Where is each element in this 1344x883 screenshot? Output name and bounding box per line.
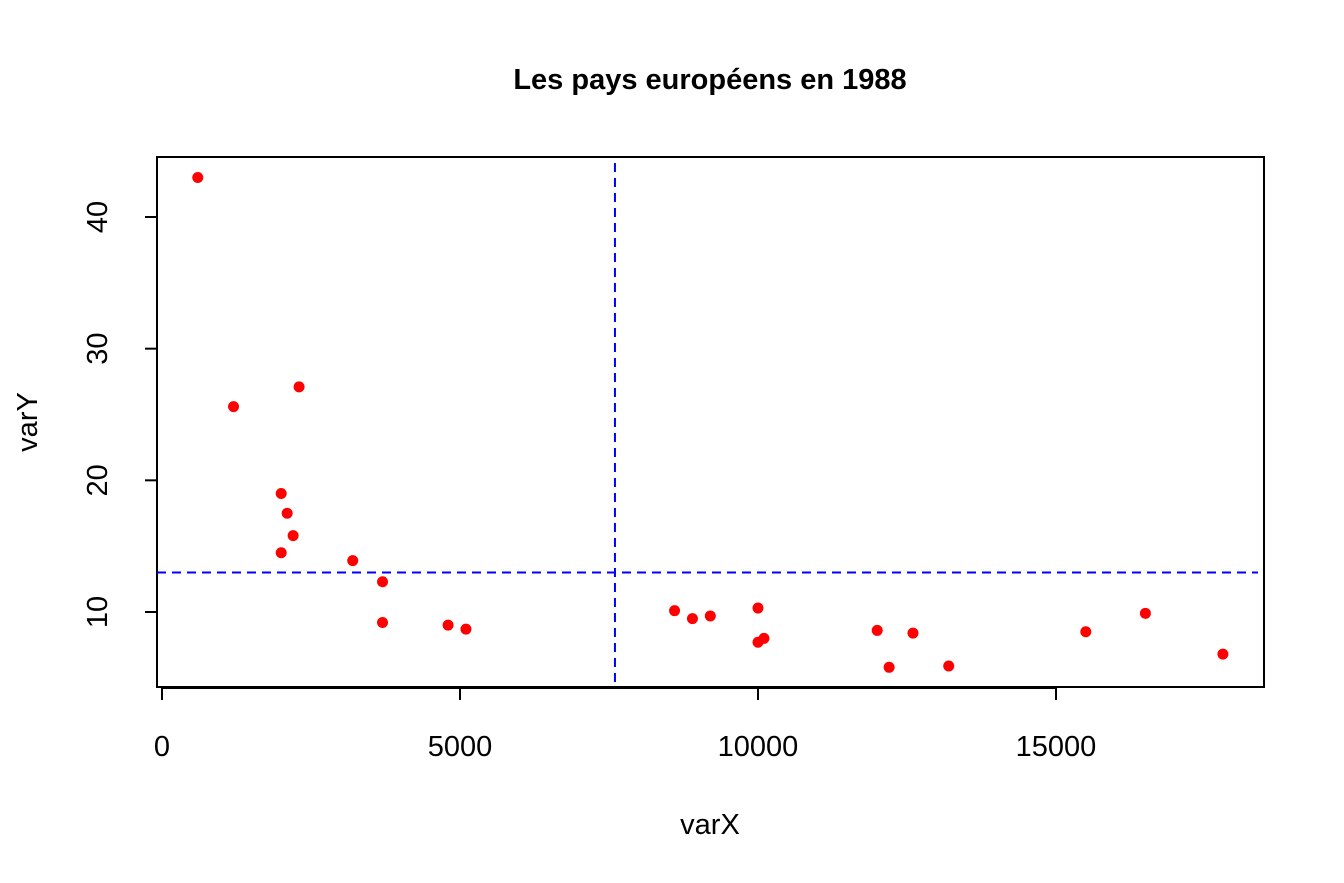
x-tick-label-5000: 5000 (428, 731, 493, 763)
plot-frame (156, 156, 1265, 688)
data-point-3 (293, 381, 305, 393)
data-point-8 (347, 555, 359, 567)
x-axis: 0 5000 10000 15000 (154, 687, 1097, 763)
chart-title: Les pays européens en 1988 (513, 64, 906, 96)
data-point-19 (871, 624, 883, 636)
y-tick-label-10: 10 (82, 596, 114, 628)
data-point-14 (686, 613, 698, 625)
data-point-11 (442, 619, 454, 631)
data-point-18 (758, 632, 770, 644)
y-tick-label-20: 20 (82, 464, 114, 496)
data-point-21 (907, 627, 919, 639)
data-point-13 (669, 605, 681, 617)
y-tick-label-40: 40 (82, 201, 114, 233)
data-point-15 (704, 610, 716, 622)
reference-lines (157, 163, 1258, 687)
data-point-25 (1217, 648, 1229, 660)
data-point-22 (943, 660, 955, 672)
x-tick-label-0: 0 (154, 731, 170, 763)
data-point-2 (228, 401, 240, 413)
data-point-7 (275, 547, 287, 559)
x-axis-label: varX (680, 809, 740, 841)
data-point-23 (1080, 626, 1092, 638)
y-axis-label: varY (12, 392, 44, 452)
data-point-24 (1139, 607, 1151, 619)
data-point-12 (460, 623, 472, 635)
y-axis: 10 20 30 40 (82, 201, 158, 628)
data-point-16 (752, 602, 764, 614)
data-point-6 (287, 530, 299, 542)
data-point-20 (883, 661, 895, 673)
x-tick-label-10000: 10000 (718, 731, 799, 763)
data-point-10 (377, 617, 389, 629)
data-point-4 (275, 488, 287, 499)
data-point-5 (281, 507, 293, 519)
data-points (192, 172, 1229, 673)
x-tick-label-15000: 15000 (1016, 731, 1097, 763)
data-point-9 (377, 576, 389, 588)
y-tick-label-30: 30 (82, 333, 114, 365)
data-point-1 (192, 172, 204, 183)
